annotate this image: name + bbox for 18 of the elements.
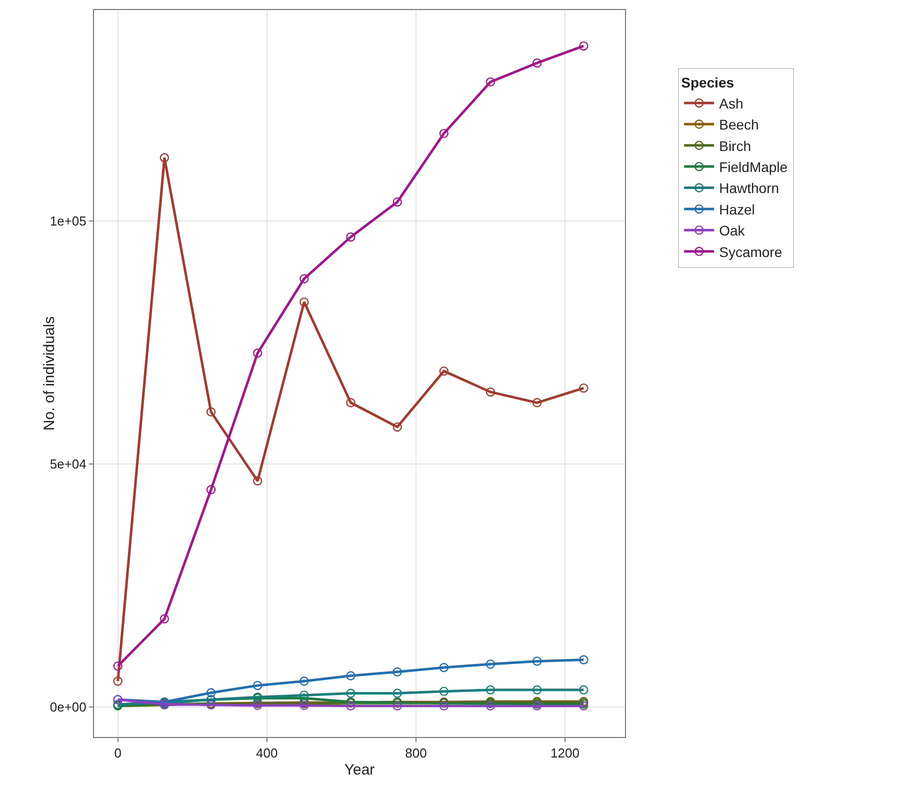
x-tick-label: 0 [114,746,122,761]
y-tick-label: 0e+00 [50,699,86,714]
y-tick-label: 1e+05 [50,213,86,228]
legend-label: Sycamore [719,244,782,260]
legend-label: Hawthorn [719,180,780,196]
legend-label: Ash [719,95,744,112]
x-tick-label: 1200 [550,746,580,761]
legend-label: Oak [719,222,746,239]
legend-label: Birch [719,138,752,154]
y-axis-title: No. of individuals [41,316,58,431]
legend-title: Species [681,74,734,90]
x-tick-label: 400 [256,746,278,761]
y-tick-label: 5e+04 [50,456,86,472]
x-axis-title: Year [344,762,375,779]
legend-label: FieldMaple [719,159,788,176]
legend-label: Beech [719,116,759,133]
legend-label: Hazel [719,201,755,218]
x-tick-label: 800 [405,746,427,761]
